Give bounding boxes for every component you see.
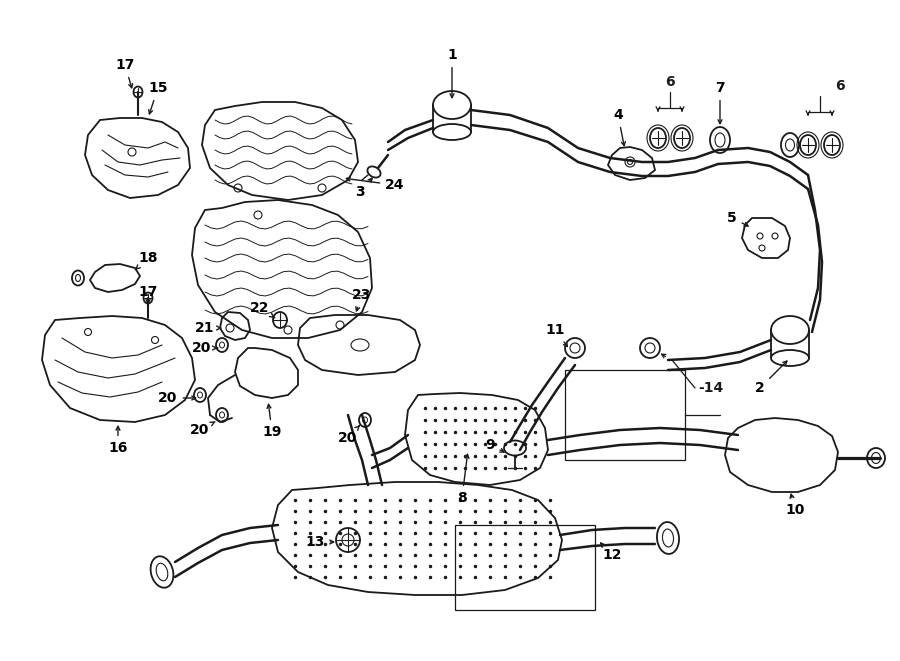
Text: 3: 3 <box>356 178 372 199</box>
Text: 15: 15 <box>148 81 167 114</box>
Text: 6: 6 <box>835 79 845 93</box>
Bar <box>455 525 595 610</box>
Text: -14: -14 <box>698 381 724 395</box>
Text: 17: 17 <box>115 58 135 88</box>
Text: 18: 18 <box>135 251 158 270</box>
Text: 22: 22 <box>250 301 274 318</box>
Text: 17: 17 <box>139 285 158 305</box>
Text: 20: 20 <box>158 391 195 405</box>
Text: 20: 20 <box>190 422 215 437</box>
Text: 1: 1 <box>447 48 457 98</box>
Text: 20: 20 <box>193 341 217 355</box>
Text: 10: 10 <box>786 494 805 517</box>
Text: 8: 8 <box>457 454 469 505</box>
Text: 13: 13 <box>305 535 334 549</box>
Text: 11: 11 <box>545 323 567 346</box>
Text: 9: 9 <box>485 438 504 452</box>
Text: 2: 2 <box>755 361 787 395</box>
Text: 20: 20 <box>338 426 359 445</box>
Text: 4: 4 <box>613 108 626 146</box>
Text: 19: 19 <box>262 405 282 439</box>
Text: 7: 7 <box>716 81 724 124</box>
Bar <box>565 370 685 460</box>
Text: 12: 12 <box>600 543 622 562</box>
Text: 6: 6 <box>665 75 675 89</box>
Text: 24: 24 <box>346 177 405 192</box>
Text: 16: 16 <box>108 426 128 455</box>
Text: 23: 23 <box>352 288 372 311</box>
Text: 21: 21 <box>195 321 220 335</box>
Text: 5: 5 <box>727 211 748 226</box>
